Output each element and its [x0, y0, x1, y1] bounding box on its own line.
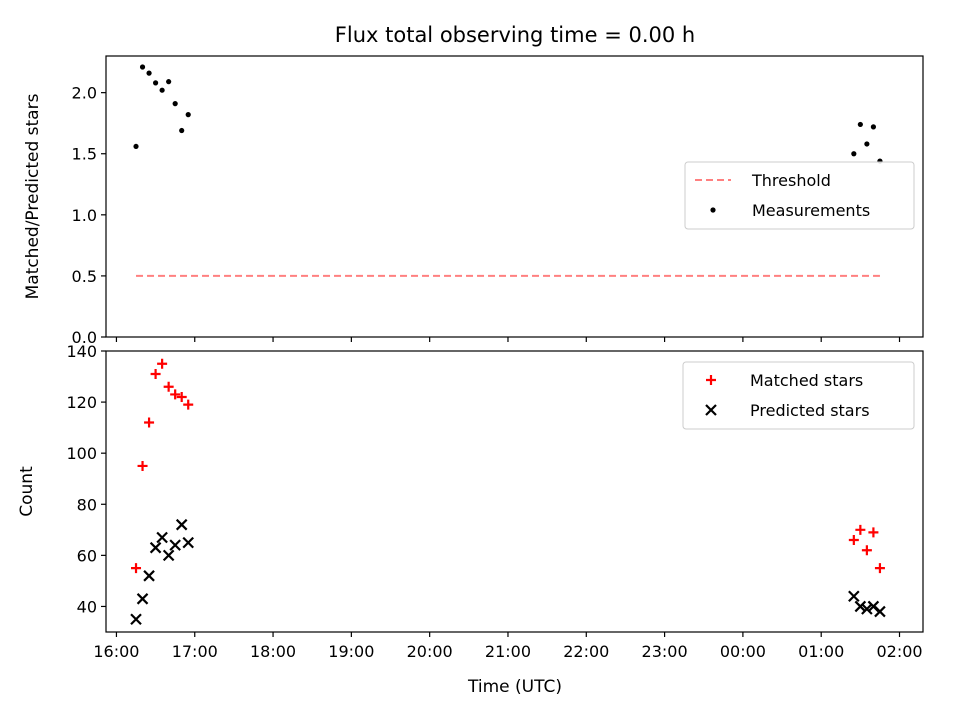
legend-label: Matched stars [750, 371, 863, 390]
series-measurements [133, 64, 883, 164]
measurement-point [133, 143, 139, 150]
matched-star-point [861, 545, 872, 556]
predicted-star-point [156, 531, 168, 544]
legend-box [684, 161, 915, 230]
matched-star-point [170, 389, 181, 400]
measurement-point [139, 64, 146, 70]
y-tick-label: 80 [77, 495, 97, 514]
matched-star-point [183, 399, 194, 410]
predicted-star-point [143, 570, 155, 582]
x-tick-label: 17:00 [172, 642, 218, 661]
matched-star-point [150, 368, 161, 379]
measurement-point [152, 80, 159, 86]
legend-matched-swatch [706, 375, 716, 385]
matched-star-point [874, 563, 885, 574]
x-tick-label: 16:00 [93, 642, 139, 661]
measurement-point [870, 124, 877, 130]
measurement-point [166, 79, 172, 85]
y-axis-label: Count [17, 466, 37, 517]
measurement-point [179, 127, 185, 134]
star-count-panel: 40 60 80 100 120 140 16:00 17:00 18:00 19:00 20:00… [17, 342, 924, 661]
y-tick-label: 120 [66, 393, 97, 412]
legend-label: Measurements [752, 201, 870, 220]
predicted-star-point [874, 605, 886, 618]
predicted-star-point [175, 518, 188, 531]
matched-star-point [855, 524, 866, 535]
legend-box [682, 361, 915, 430]
y-tick-label: 2.0 [72, 84, 97, 103]
predicted-star-point [162, 549, 175, 562]
matched-star-point [131, 563, 142, 574]
measurement-point [159, 87, 165, 93]
measurement-point [185, 112, 191, 118]
predicted-star-point [182, 536, 194, 549]
measurement-point [851, 151, 857, 157]
legend: Matched stars Predicted stars [682, 361, 915, 430]
series-matched-stars [131, 358, 885, 574]
matched-star-point [137, 460, 148, 471]
y-tick-label: 40 [77, 597, 97, 616]
matched-star-point [144, 417, 155, 428]
x-tick-label: 00:00 [720, 642, 766, 661]
predicted-star-point [149, 541, 162, 554]
x-tick-label: 02:00 [876, 642, 922, 661]
flux-ratio-panel: 0.0 0.5 1.0 1.5 2.0 Matched/Predicted stars Th… [23, 55, 924, 347]
predicted-star-point [169, 539, 181, 551]
predicted-star-point [861, 603, 873, 615]
x-tick-label: 18:00 [250, 642, 296, 661]
measurement-point [146, 70, 152, 76]
x-axis-label: Time (UTC) [467, 677, 562, 697]
series-predicted-stars [130, 518, 886, 626]
plot-frame [105, 55, 924, 338]
measurement-point [857, 121, 863, 128]
matched-star-point [848, 535, 859, 546]
x-tick-label: 19:00 [328, 642, 374, 661]
x-tick-label: 21:00 [485, 642, 531, 661]
predicted-star-point [130, 613, 142, 626]
matched-star-point [868, 527, 879, 538]
y-axis-label: Matched/Predicted stars [23, 93, 43, 299]
legend-label: Threshold [751, 171, 831, 190]
y-tick-label: 100 [66, 444, 97, 463]
plot-frame [105, 350, 924, 633]
chart-title: Flux total observing time = 0.00 h [335, 23, 695, 47]
matched-star-point [157, 358, 168, 369]
x-tick-label: 01:00 [798, 642, 844, 661]
matched-star-point [163, 381, 174, 392]
legend-label: Predicted stars [750, 401, 870, 420]
x-tick-label: 22:00 [563, 642, 609, 661]
matched-star-point [176, 391, 187, 402]
legend: Threshold Measurements [684, 161, 915, 230]
predicted-star-point [848, 590, 860, 603]
y-tick-label: 60 [77, 546, 97, 565]
y-tick-label: 0.5 [72, 267, 97, 286]
y-tick-label: 1.5 [72, 145, 97, 164]
y-tick-label: 1.0 [72, 206, 97, 225]
y-tick-label: 140 [66, 342, 97, 361]
measurement-point [172, 101, 178, 107]
y-tick-label: 0.0 [72, 328, 97, 347]
legend-measurement-swatch [710, 207, 716, 213]
legend-predicted-swatch [705, 404, 717, 416]
x-tick-label: 23:00 [642, 642, 688, 661]
predicted-star-point [854, 600, 867, 613]
x-tick-label: 20:00 [407, 642, 453, 661]
measurement-point [864, 141, 870, 147]
predicted-star-point [136, 593, 149, 605]
